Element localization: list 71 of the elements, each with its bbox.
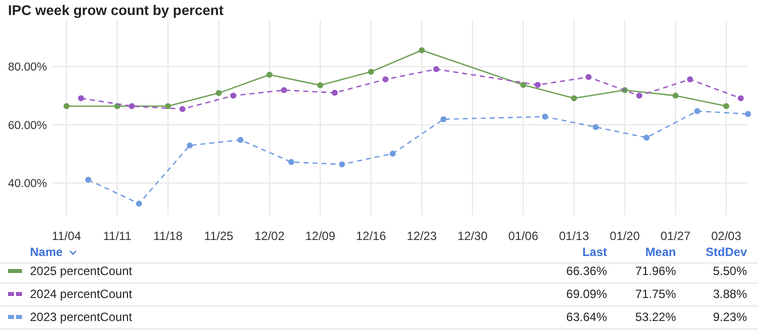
text: 71.75%	[635, 287, 676, 301]
point	[390, 150, 396, 157]
x-tick-label: 12/09	[305, 229, 336, 243]
point	[281, 87, 287, 94]
point	[186, 142, 193, 148]
point	[542, 114, 548, 120]
text: 5.50%	[712, 264, 748, 278]
point	[687, 76, 693, 82]
x-tick-label: 12/16	[356, 229, 386, 243]
x-tick-label: 12/30	[457, 229, 488, 243]
text: Last	[582, 245, 607, 259]
point	[165, 103, 171, 110]
text: Mean	[645, 245, 676, 259]
point	[586, 74, 592, 80]
x-tick-label: 01/13	[558, 229, 590, 243]
legend-label: 2023 percentCount	[30, 310, 133, 324]
point	[440, 116, 446, 122]
point	[128, 103, 135, 110]
point	[672, 92, 678, 99]
point	[180, 106, 186, 112]
point	[644, 134, 650, 141]
text: 9.23%	[712, 310, 748, 324]
y-tick-label: 40.00%	[8, 178, 47, 190]
point	[382, 76, 388, 82]
point	[694, 108, 700, 114]
point	[433, 66, 440, 72]
point	[288, 159, 294, 166]
point	[636, 92, 642, 99]
point	[64, 103, 70, 110]
x-tick-label: 11/25	[204, 229, 234, 243]
x-tick-label: 11/04	[52, 229, 82, 243]
point	[85, 176, 92, 183]
point	[571, 95, 577, 102]
point	[339, 161, 345, 168]
point	[592, 124, 599, 130]
point	[332, 90, 338, 96]
point	[78, 95, 84, 102]
y-tick-label: 80.00%	[8, 62, 47, 74]
text: StdDev	[706, 245, 748, 259]
legend-label: 2025 percentCount	[30, 264, 133, 278]
point	[230, 92, 236, 99]
point	[745, 111, 751, 118]
point	[317, 82, 324, 88]
text: 53.22%	[635, 310, 676, 324]
text: 63.64%	[566, 310, 608, 324]
point	[216, 90, 222, 96]
text: 66.36%	[566, 264, 608, 278]
point	[738, 95, 744, 102]
point	[368, 68, 374, 75]
point	[136, 200, 142, 207]
text: 69.09%	[566, 287, 608, 301]
chart-title: IPC week grow count by percent	[8, 2, 224, 18]
x-tick-label: 11/18	[153, 229, 183, 243]
x-tick-label: 11/11	[103, 229, 132, 243]
point	[418, 47, 425, 54]
point	[266, 72, 272, 78]
x-tick-label: 01/06	[508, 229, 539, 243]
text: 3.88%	[712, 287, 748, 301]
legend-label: 2024 percentCount	[30, 287, 133, 301]
text: 71.96%	[635, 264, 676, 278]
point	[723, 103, 730, 110]
point	[238, 136, 244, 143]
x-tick-label: 12/02	[254, 229, 285, 243]
x-tick-label: 12/23	[406, 229, 438, 243]
x-tick-label: 01/27	[660, 229, 691, 243]
x-tick-label: 02/03	[711, 229, 742, 243]
text: Name	[30, 245, 64, 259]
y-tick-label: 60.00%	[8, 120, 47, 132]
point	[534, 82, 541, 88]
point	[520, 82, 526, 88]
x-tick-label: 01/20	[610, 229, 640, 243]
